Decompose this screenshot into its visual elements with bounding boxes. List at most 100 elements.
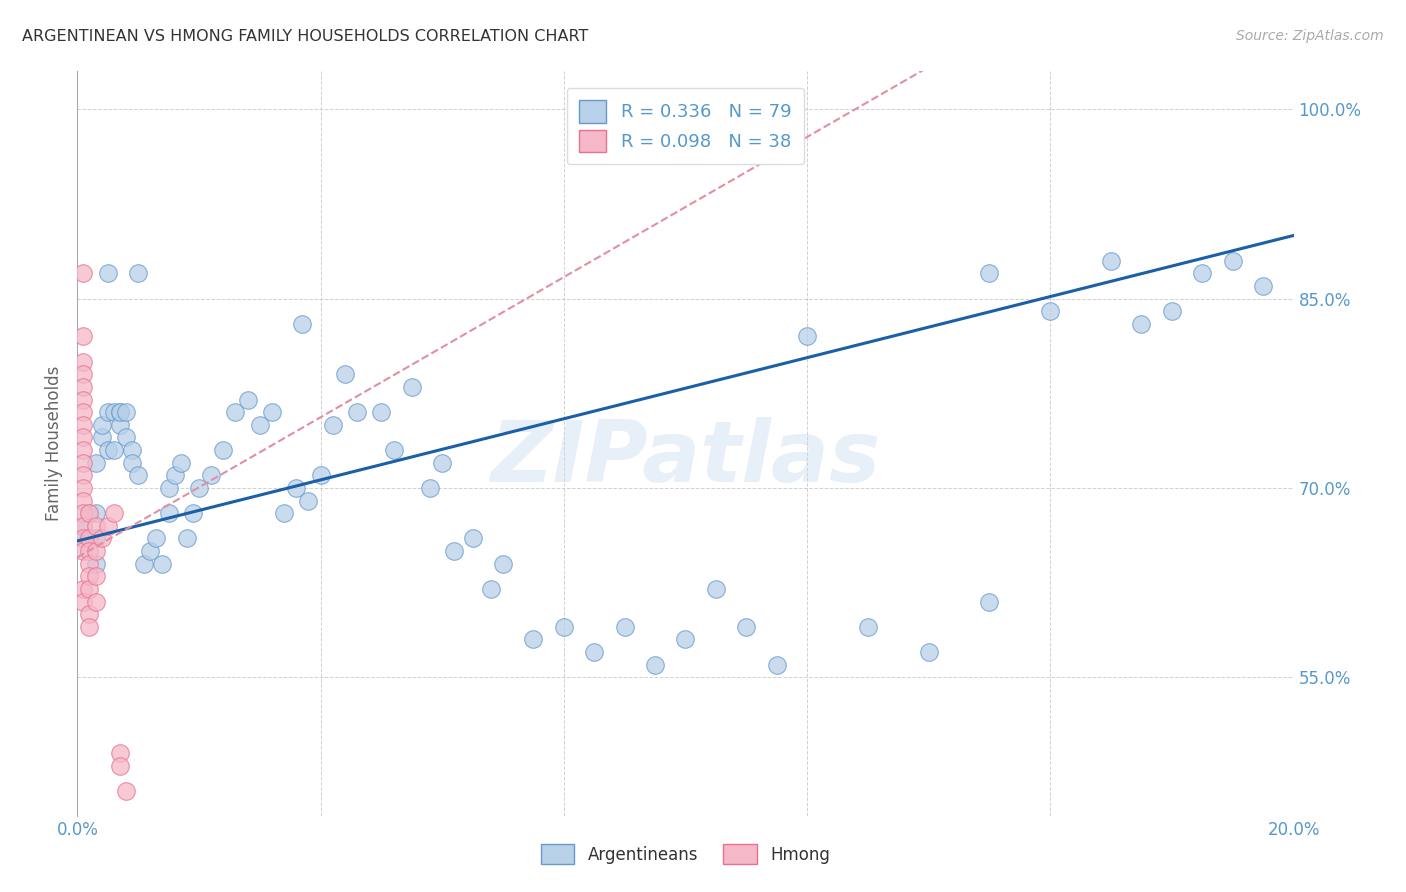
Point <box>644 657 666 672</box>
Point <box>121 443 143 458</box>
Point <box>115 405 138 419</box>
Y-axis label: Family Households: Family Households <box>45 366 63 522</box>
Point <box>430 456 453 470</box>
Point <box>309 468 332 483</box>
Point <box>145 532 167 546</box>
Point <box>583 645 606 659</box>
Point <box>291 317 314 331</box>
Point <box>72 456 94 470</box>
Point <box>72 544 94 558</box>
Point <box>108 405 131 419</box>
Point <box>134 557 156 571</box>
Point <box>401 380 423 394</box>
Point <box>84 569 107 583</box>
Point <box>108 405 131 419</box>
Point <box>704 582 727 596</box>
Point <box>84 557 107 571</box>
Point <box>212 443 235 458</box>
Point <box>443 544 465 558</box>
Point <box>108 746 131 760</box>
Point <box>72 518 94 533</box>
Point <box>273 506 295 520</box>
Point <box>72 443 94 458</box>
Point <box>84 518 107 533</box>
Point <box>72 518 94 533</box>
Point <box>90 532 112 546</box>
Point <box>979 266 1001 280</box>
Point <box>979 594 1001 608</box>
Point <box>522 632 544 647</box>
Point <box>1251 279 1274 293</box>
Point <box>103 506 125 520</box>
Point <box>181 506 204 520</box>
Point <box>115 784 138 798</box>
Point <box>1222 253 1244 268</box>
Point <box>72 392 94 407</box>
Point <box>249 417 271 432</box>
Point <box>492 557 515 571</box>
Point <box>322 417 344 432</box>
Point <box>72 468 94 483</box>
Point <box>856 620 879 634</box>
Point <box>79 569 101 583</box>
Point <box>84 544 107 558</box>
Point <box>103 405 125 419</box>
Point <box>139 544 162 558</box>
Point <box>72 355 94 369</box>
Point <box>1099 253 1122 268</box>
Point <box>72 405 94 419</box>
Point <box>79 506 101 520</box>
Point <box>103 443 125 458</box>
Point <box>72 417 94 432</box>
Point <box>72 481 94 495</box>
Text: ZIPatlas: ZIPatlas <box>491 417 880 500</box>
Point <box>170 456 193 470</box>
Point <box>79 557 101 571</box>
Point <box>79 620 101 634</box>
Point <box>188 481 211 495</box>
Point <box>84 594 107 608</box>
Point <box>333 368 356 382</box>
Point <box>127 266 149 280</box>
Point <box>79 582 101 596</box>
Point <box>72 582 94 596</box>
Text: Source: ZipAtlas.com: Source: ZipAtlas.com <box>1236 29 1384 43</box>
Point <box>97 518 120 533</box>
Point <box>285 481 308 495</box>
Point <box>236 392 259 407</box>
Point <box>796 329 818 343</box>
Point <box>370 405 392 419</box>
Point <box>84 532 107 546</box>
Point <box>382 443 405 458</box>
Point <box>918 645 941 659</box>
Point <box>72 380 94 394</box>
Point <box>97 443 120 458</box>
Point <box>79 532 101 546</box>
Point <box>72 266 94 280</box>
Point <box>72 506 94 520</box>
Point <box>157 506 180 520</box>
Point <box>97 266 120 280</box>
Point <box>163 468 186 483</box>
Point <box>735 620 758 634</box>
Point <box>1161 304 1184 318</box>
Point <box>1130 317 1153 331</box>
Point <box>79 506 101 520</box>
Legend: Argentineans, Hmong: Argentineans, Hmong <box>534 838 837 871</box>
Point <box>127 468 149 483</box>
Point <box>108 417 131 432</box>
Point <box>765 657 787 672</box>
Point <box>72 594 94 608</box>
Point <box>346 405 368 419</box>
Point <box>84 456 107 470</box>
Point <box>224 405 246 419</box>
Point <box>72 368 94 382</box>
Point <box>108 758 131 772</box>
Point <box>72 532 94 546</box>
Point <box>200 468 222 483</box>
Point <box>72 493 94 508</box>
Point <box>90 430 112 444</box>
Point <box>90 417 112 432</box>
Point <box>553 620 575 634</box>
Point <box>79 607 101 622</box>
